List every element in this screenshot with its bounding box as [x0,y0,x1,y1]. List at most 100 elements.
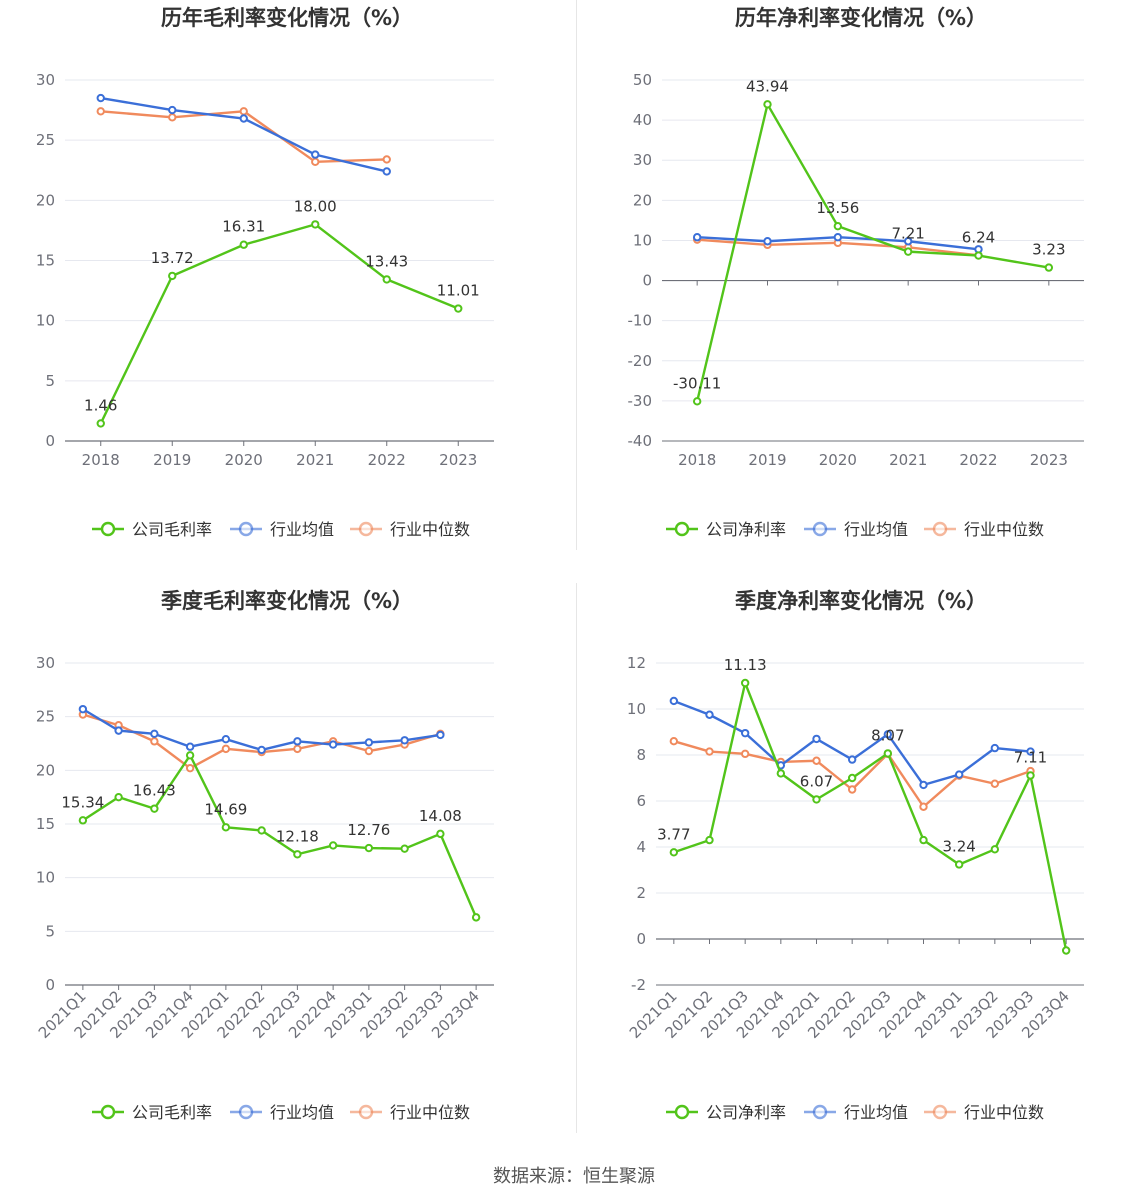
data-point-median[interactable] [150,737,159,746]
data-point-avg[interactable] [221,735,231,744]
data-point-avg[interactable] [78,704,88,714]
data-point-company[interactable] [692,397,702,406]
data-point-company[interactable] [833,221,843,231]
data-point-median[interactable] [221,744,231,754]
data-point-median[interactable] [669,737,679,746]
data-point-company[interactable] [436,829,445,839]
data-point-company[interactable] [954,860,964,869]
data-point-company[interactable] [903,247,913,256]
data-point-company[interactable] [150,804,159,813]
data-point-avg[interactable] [833,233,843,242]
data-point-median[interactable] [185,763,195,773]
data-point-company[interactable] [293,850,302,859]
data-point-median[interactable] [705,747,714,756]
data-point-company[interactable] [221,823,231,832]
legend-label: 行业中位数 [390,520,470,539]
data-point-avg[interactable] [1026,747,1035,756]
data-point-median[interactable] [812,756,821,765]
data-point-company[interactable] [1061,946,1071,955]
data-point-median[interactable] [168,113,177,122]
legend-item-median[interactable]: 行业中位数 [350,1103,470,1122]
legend-item-company[interactable]: 公司毛利率 [92,520,212,539]
legend-item-median[interactable]: 行业中位数 [350,520,470,539]
data-point-company[interactable] [185,751,195,760]
data-point-avg[interactable] [96,93,105,103]
data-point-median[interactable] [364,746,374,756]
legend-item-avg[interactable]: 行业均值 [804,1103,908,1122]
data-point-company[interactable] [382,275,391,284]
data-point-company[interactable] [812,795,821,804]
data-point-company[interactable] [883,749,893,758]
data-point-avg[interactable] [239,114,248,123]
data-point-avg[interactable] [705,710,714,719]
data-point-median[interactable] [293,744,302,754]
data-point-company[interactable] [471,913,481,922]
data-point-median[interactable] [990,779,1000,788]
data-point-avg[interactable] [257,745,266,755]
data-point-company[interactable] [847,773,857,783]
data-point-avg[interactable] [740,728,750,738]
data-point-company[interactable] [257,826,266,835]
data-point-avg[interactable] [382,167,391,176]
data-point-avg[interactable] [311,150,320,159]
data-point-company[interactable] [776,769,786,778]
data-point-avg[interactable] [990,743,1000,753]
data-point-company[interactable] [740,678,750,688]
data-point-avg[interactable] [150,729,159,739]
legend-marker [358,521,374,537]
legend-item-avg[interactable]: 行业均值 [230,1103,334,1122]
data-point-company[interactable] [990,845,1000,854]
data-point-avg[interactable] [763,237,772,246]
data-point-avg[interactable] [812,734,821,744]
x-tick-label: 2023 [439,451,477,469]
legend-item-company[interactable]: 公司净利率 [666,1103,786,1122]
data-point-company[interactable] [239,240,248,249]
data-point-avg[interactable] [954,770,964,779]
data-point-company[interactable] [114,792,123,802]
data-point-company[interactable] [400,844,409,853]
legend-item-company[interactable]: 公司毛利率 [92,1103,212,1122]
data-point-avg[interactable] [114,726,123,735]
data-point-median[interactable] [847,785,857,794]
data-point-median[interactable] [96,107,105,116]
data-point-company[interactable] [1044,263,1054,272]
data-point-avg[interactable] [692,233,702,242]
data-point-company[interactable] [78,816,88,825]
data-point-median[interactable] [311,157,320,167]
legend-item-median[interactable]: 行业中位数 [924,520,1044,539]
data-point-company[interactable] [974,251,983,260]
y-tick-label: 0 [636,930,646,948]
data-point-company[interactable] [454,304,463,313]
data-point-avg[interactable] [436,730,445,740]
data-point-company[interactable] [168,271,177,281]
data-point-avg[interactable] [293,737,302,746]
data-point-avg[interactable] [328,740,338,749]
data-point-company[interactable] [364,843,374,853]
legend-item-company[interactable]: 公司净利率 [666,520,786,539]
data-point-avg[interactable] [168,105,177,115]
data-point-median[interactable] [740,749,750,759]
data-point-company[interactable] [669,848,679,857]
data-point-company[interactable] [96,419,105,428]
legend-item-avg[interactable]: 行业均值 [230,520,334,539]
data-point-company[interactable] [328,841,338,850]
data-point-avg[interactable] [185,742,195,751]
data-point-company[interactable] [311,220,320,229]
data-point-company[interactable] [919,835,928,845]
data-point-company[interactable] [763,100,772,109]
data-point-company[interactable] [705,835,714,845]
data-point-company[interactable] [1026,771,1035,780]
data-point-avg[interactable] [364,738,374,747]
data-point-avg[interactable] [903,237,913,246]
data-point-avg[interactable] [883,730,893,739]
data-point-median[interactable] [919,802,928,811]
legend-item-avg[interactable]: 行业均值 [804,520,908,539]
data-point-avg[interactable] [847,755,857,764]
data-point-avg[interactable] [400,736,409,745]
data-point-median[interactable] [382,155,391,164]
x-tick-label: 2018 [82,451,120,469]
data-point-avg[interactable] [669,696,679,706]
data-point-median[interactable] [239,107,248,116]
data-point-avg[interactable] [919,780,928,790]
legend-item-median[interactable]: 行业中位数 [924,1103,1044,1122]
